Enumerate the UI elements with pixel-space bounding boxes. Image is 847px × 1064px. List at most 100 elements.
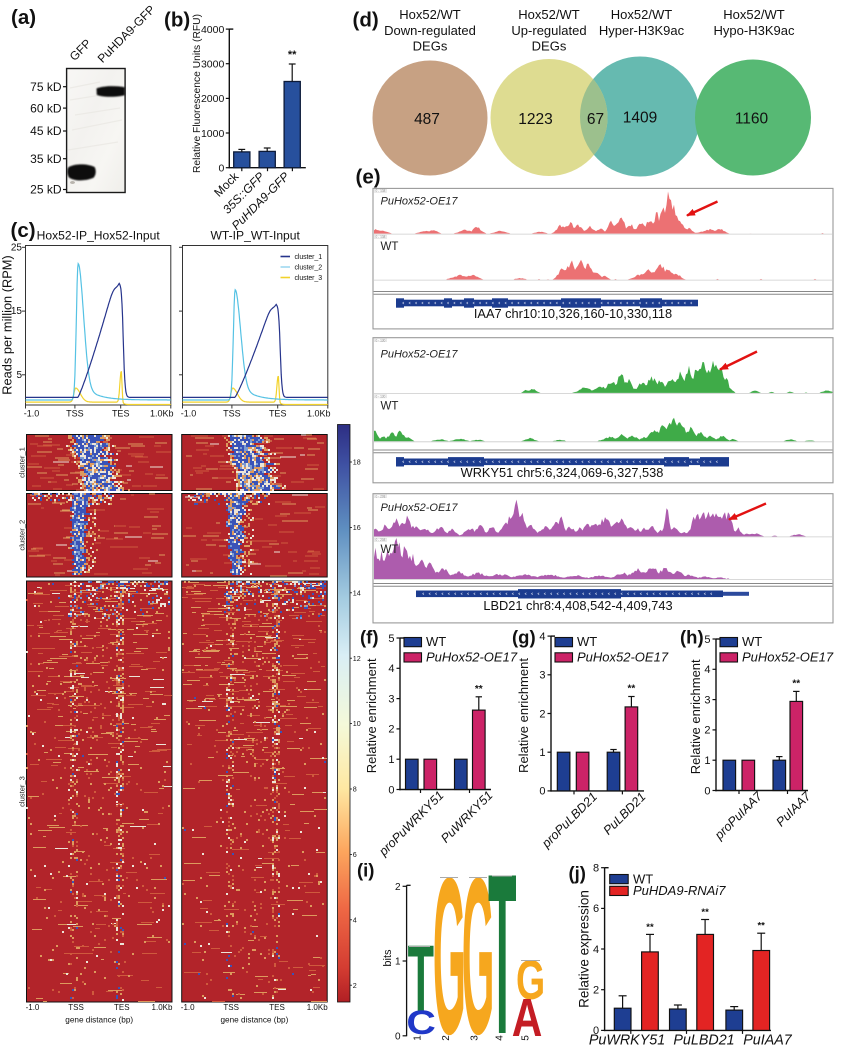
svg-text:0: 0 [539,786,545,798]
svg-text:TES: TES [269,1003,285,1012]
svg-text:WT: WT [742,634,762,649]
svg-text:(g): (g) [512,627,536,648]
svg-text:67: 67 [587,111,604,128]
svg-text:8: 8 [593,863,599,875]
svg-text:TSS: TSS [223,409,241,419]
svg-text:2: 2 [388,724,394,736]
svg-text:-1.0: -1.0 [26,1003,40,1012]
svg-text:Relative enrichment: Relative enrichment [688,659,703,774]
svg-text:18: 18 [353,458,361,467]
svg-text:WT: WT [633,871,653,886]
svg-text:**: ** [757,921,765,932]
svg-text:75 kD: 75 kD [30,80,62,94]
svg-text:15: 15 [11,306,23,317]
svg-text:bits: bits [382,949,394,967]
svg-text:4000: 4000 [201,24,225,36]
svg-text:0: 0 [704,785,710,797]
svg-text:Up-regulated: Up-regulated [511,23,586,38]
svg-text:1.0Kb: 1.0Kb [150,409,174,419]
svg-text:cluster_1: cluster_1 [18,447,27,478]
svg-text:1: 1 [388,754,394,766]
svg-text:2: 2 [539,708,545,720]
svg-text:TSS: TSS [66,409,84,419]
svg-text:PuIAA7: PuIAA7 [743,1033,793,1049]
svg-text:0: 0 [395,1031,401,1042]
svg-text:PuLBD21: PuLBD21 [673,1033,734,1049]
svg-text:0 - 138: 0 - 138 [376,189,386,193]
svg-text:10: 10 [353,719,361,728]
svg-text:PuHox52-OE17: PuHox52-OE17 [381,349,459,361]
svg-text:(e): (e) [356,166,381,189]
svg-text:TSS: TSS [68,1003,84,1012]
svg-text:5: 5 [388,633,394,645]
svg-text:2000: 2000 [201,93,225,105]
svg-text:gene distance (bp): gene distance (bp) [220,1016,288,1025]
svg-text:1.0Kb: 1.0Kb [307,1003,328,1012]
svg-text:PuWRKY51: PuWRKY51 [589,1033,665,1049]
svg-text:WT: WT [381,241,399,253]
svg-text:PuHDA9-RNAi7: PuHDA9-RNAi7 [633,883,726,898]
svg-text:2: 2 [395,882,401,893]
svg-text:2: 2 [441,1035,452,1041]
svg-text:LBD21 chr8:4,408,542-4,409,743: LBD21 chr8:4,408,542-4,409,743 [483,598,672,613]
svg-text:(b): (b) [164,9,190,32]
svg-text:14: 14 [353,588,361,597]
svg-text:gene distance (bp): gene distance (bp) [65,1016,133,1025]
svg-text:WRKY51 chr5:6,324,069-6,327,53: WRKY51 chr5:6,324,069-6,327,538 [461,465,664,480]
svg-text:3: 3 [539,670,545,682]
svg-text:A: A [512,988,543,1048]
svg-text:T: T [488,827,516,1059]
svg-text:4: 4 [704,664,710,676]
svg-text:3: 3 [470,1035,481,1041]
svg-text:0: 0 [388,784,394,796]
svg-text:1.0Kb: 1.0Kb [307,409,331,419]
svg-text:Relative Fluorescence Units (R: Relative Fluorescence Units (RFU) [192,14,203,173]
svg-text:PuHox52-OE17: PuHox52-OE17 [381,195,459,207]
svg-text:4: 4 [353,915,357,924]
svg-text:Hypo-H3K9ac: Hypo-H3K9ac [714,23,795,38]
svg-text:8: 8 [353,785,357,794]
svg-text:Hyper-H3K9ac: Hyper-H3K9ac [599,23,685,38]
svg-text:12: 12 [353,654,361,663]
svg-text:487: 487 [414,111,440,128]
svg-text:TES: TES [114,1003,130,1012]
svg-text:**: ** [792,678,800,689]
svg-text:1000: 1000 [201,128,225,140]
svg-text:0 - 208: 0 - 208 [376,494,386,498]
svg-text:G: G [462,831,495,1059]
svg-text:25: 25 [11,243,23,254]
svg-text:2: 2 [593,985,599,997]
svg-text:1: 1 [413,1035,424,1041]
svg-text:**: ** [288,49,297,61]
svg-text:(f): (f) [360,627,378,648]
svg-text:cluster_1: cluster_1 [295,254,323,261]
svg-text:1409: 1409 [623,110,657,127]
svg-text:IAA7 chr10:10,326,160-10,330,1: IAA7 chr10:10,326,160-10,330,118 [474,306,672,321]
svg-text:Hox52/WT: Hox52/WT [611,7,672,22]
svg-text:-1.0: -1.0 [181,409,197,419]
svg-text:0 - 138: 0 - 138 [376,235,386,239]
svg-text:DEGs: DEGs [413,39,448,54]
svg-text:1223: 1223 [518,111,552,128]
svg-text:Hox52-IP_Hox52-Input: Hox52-IP_Hox52-Input [37,229,161,243]
svg-text:PuHox52-OE17: PuHox52-OE17 [381,502,459,514]
svg-text:-1.0: -1.0 [181,1003,195,1012]
svg-text:3: 3 [388,693,394,705]
svg-text:**: ** [701,907,709,918]
svg-text:Hox52/WT: Hox52/WT [518,7,579,22]
svg-text:WT: WT [381,544,399,556]
svg-text:cluster_3: cluster_3 [18,776,27,807]
svg-text:PuHox52-OE17: PuHox52-OE17 [742,649,834,664]
svg-text:G: G [433,833,466,1059]
svg-text:WT-IP_WT-Input: WT-IP_WT-Input [211,229,301,243]
svg-text:(h): (h) [680,627,704,648]
svg-text:**: ** [646,922,654,933]
svg-text:4: 4 [495,1035,506,1041]
svg-text:0 - 130: 0 - 130 [376,395,386,399]
svg-text:Relative expression: Relative expression [577,890,592,1008]
svg-text:cluster_2: cluster_2 [18,520,27,551]
svg-text:1: 1 [704,755,710,767]
svg-text:2: 2 [353,981,357,990]
svg-text:45 kD: 45 kD [30,124,62,138]
svg-text:3: 3 [704,694,710,706]
